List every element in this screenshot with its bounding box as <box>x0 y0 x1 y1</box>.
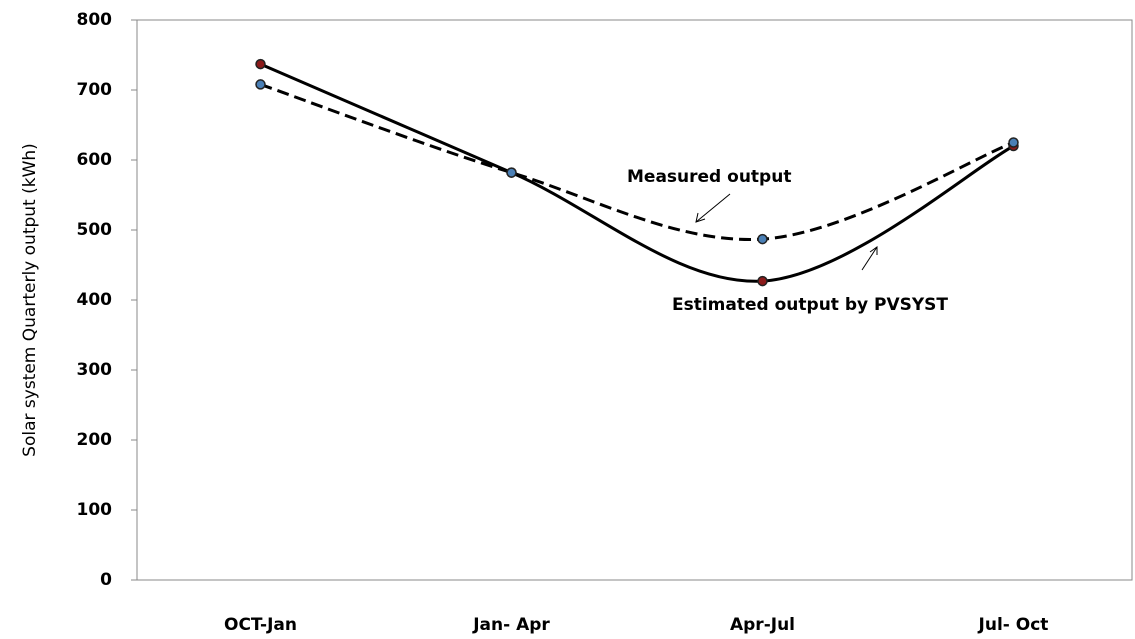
y-axis-label: Solar system Quarterly output (kWh) <box>20 143 40 457</box>
y-tick-label: 800 <box>77 10 113 30</box>
marker <box>255 58 266 70</box>
annotation: Estimated output by PVSYST <box>672 295 948 315</box>
y-tick-label: 700 <box>77 80 113 100</box>
y-tick-label: 100 <box>77 500 113 520</box>
y-tick-label: 400 <box>77 290 113 310</box>
marker <box>255 79 266 90</box>
series-line <box>260 82 1015 241</box>
marker <box>757 275 768 287</box>
marker <box>757 233 768 245</box>
x-tick-label: Jan- Apr <box>472 615 550 635</box>
y-tick-label: 0 <box>100 570 112 590</box>
annotation-arrow <box>861 246 878 271</box>
marker <box>1008 137 1019 148</box>
marker <box>506 167 517 178</box>
y-tick-label: 500 <box>77 220 113 240</box>
x-tick-label: OCT-Jan <box>224 615 297 635</box>
annotation: Measured output <box>627 167 791 187</box>
series-line <box>259 62 1015 283</box>
arrow-head <box>869 246 878 255</box>
x-tick-label: Apr-Jul <box>730 615 795 635</box>
y-tick-label: 600 <box>77 150 113 170</box>
x-tick-label: Jul- Oct <box>978 615 1049 635</box>
annotation-arrow <box>695 193 731 223</box>
y-tick-label: 200 <box>77 430 113 450</box>
plot-frame <box>136 19 1133 581</box>
y-tick-label: 300 <box>77 360 113 380</box>
arrow-head <box>695 212 706 223</box>
